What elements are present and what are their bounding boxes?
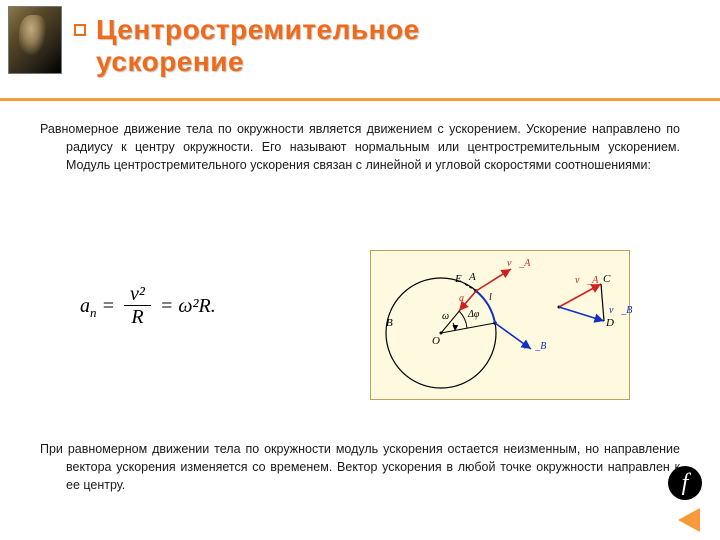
vector-diagram: A E B O ω l Δφ a⃗ v⃗_A v⃗_B C D v⃗_A v⃗_… (370, 250, 630, 400)
nav-back-button[interactable] (678, 508, 700, 532)
title-line-1: Центростремительное (96, 14, 420, 45)
nav-forward-button[interactable]: f (668, 466, 702, 500)
intro-paragraph-text: Равномерное движение тела по окружности … (40, 120, 680, 174)
formula-row: an = v² R = ω²R. (80, 250, 640, 390)
diagram-label-E: E (455, 273, 462, 285)
closing-paragraph-text: При равномерном движении тела по окружно… (40, 440, 680, 494)
diagram-label-vA-left: v⃗_A (507, 258, 530, 269)
diagram-label-vB-left: v⃗_B (523, 341, 546, 352)
diagram-label-C: C (603, 273, 610, 285)
diagram-label-B: B (386, 317, 393, 329)
formula-lhs-sub: n (90, 305, 97, 320)
formula-lhs-var: a (80, 295, 90, 317)
diagram-label-D: D (606, 317, 614, 329)
slide-title: Центростремительное ускорение (96, 14, 420, 78)
diagram-label-vA-right: v⃗_A (575, 275, 598, 286)
diagram-label-omega: ω (442, 311, 449, 322)
diagram-label-vB-right: v⃗_B (609, 305, 632, 316)
vector-diagram-svg (371, 251, 631, 401)
closing-paragraph: При равномерном движении тела по окружно… (40, 440, 680, 494)
diagram-label-a: a⃗ (459, 293, 472, 304)
diagram-label-O: O (432, 335, 440, 347)
diagram-label-dphi: Δφ (468, 309, 479, 320)
nav-forward-label: f (682, 470, 689, 496)
title-line-2: ускорение (96, 46, 244, 77)
formula-fraction: v² R (124, 284, 151, 327)
title-block: Центростремительное ускорение (96, 14, 420, 78)
formula-denominator: R (124, 306, 151, 327)
title-bullet-icon (74, 24, 86, 36)
centripetal-formula: an = v² R = ω²R. (80, 286, 216, 329)
diagram-label-l: l (489, 292, 492, 303)
portrait-thumbnail (8, 6, 62, 74)
formula-rhs: = ω²R. (160, 295, 216, 317)
formula-numerator: v² (124, 284, 151, 306)
diagram-label-A: A (469, 271, 476, 283)
intro-paragraph: Равномерное движение тела по окружности … (40, 120, 680, 174)
horizontal-rule (0, 98, 720, 101)
